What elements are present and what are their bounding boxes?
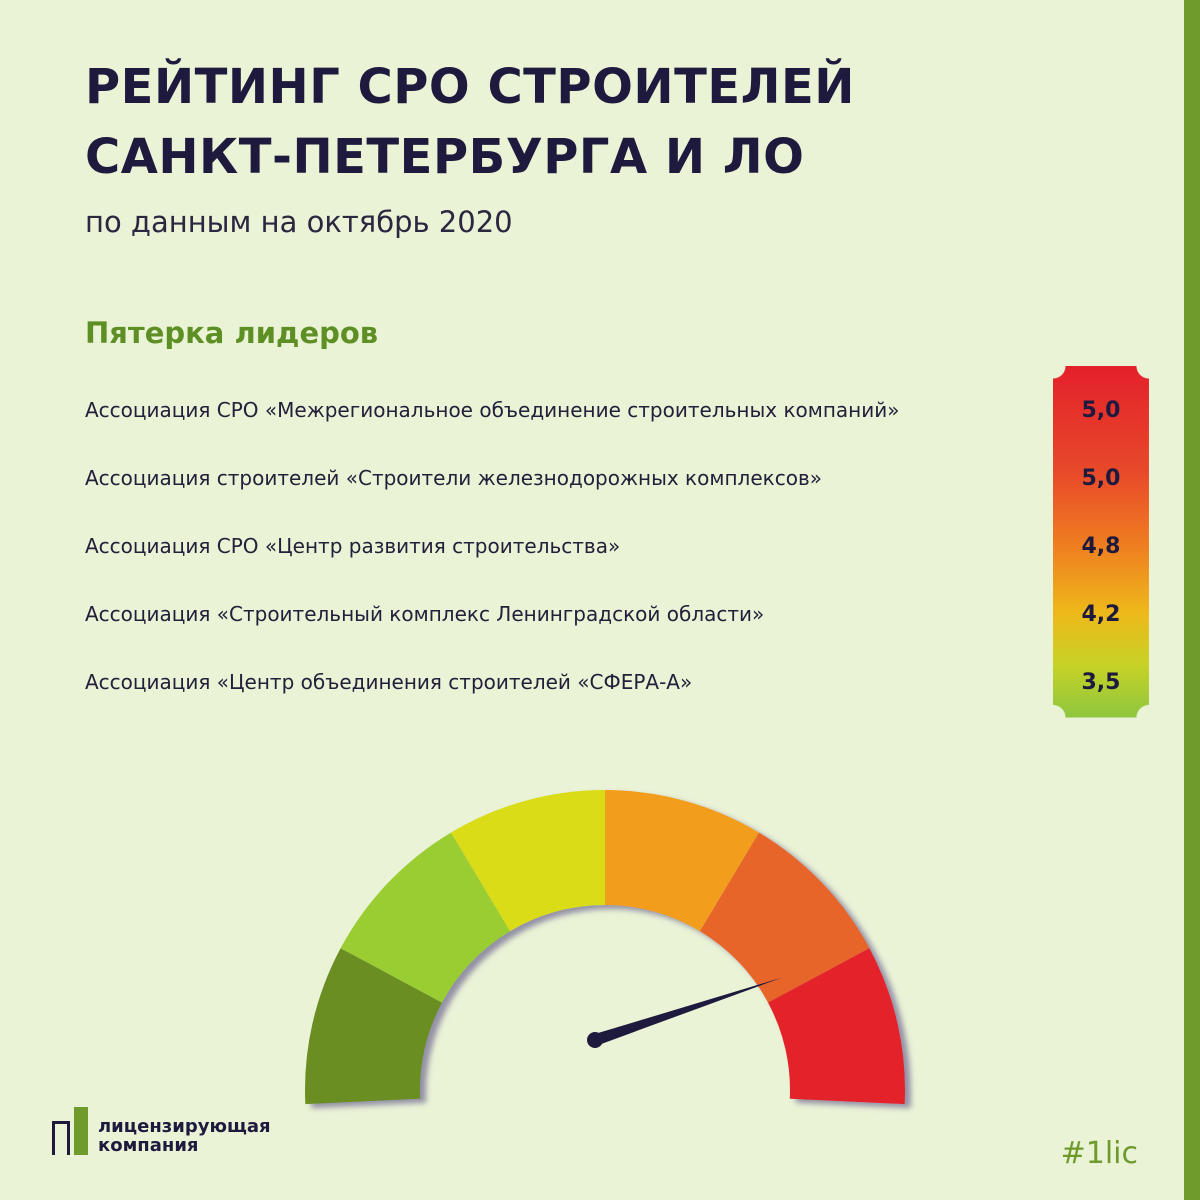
- score-gradient-bar: [1053, 366, 1149, 718]
- gauge-segment-5: [700, 832, 870, 1003]
- score-value-2: 5,0: [1081, 465, 1121, 491]
- logo-line-1: лицензирующая: [98, 1116, 271, 1137]
- logo-line-2: компания: [98, 1135, 199, 1156]
- title-line-1: РЕЙТИНГ СРО СТРОИТЕЛЕЙ: [85, 59, 855, 115]
- rating-row-5: Ассоциация «Центр объединения строителей…: [85, 670, 693, 694]
- rating-row-4: Ассоциация «Строительный комплекс Ленинг…: [85, 602, 765, 626]
- title-line-2: САНКТ-ПЕТЕРБУРГА И ЛО: [85, 129, 805, 185]
- rating-list: Ассоциация СРО «Межрегиональное объедине…: [85, 376, 1045, 716]
- page-subtitle: по данным на октябрь 2020: [85, 205, 513, 239]
- company-logo: лицензирующая компания: [52, 1105, 282, 1160]
- gauge-needle-hub: [587, 1032, 603, 1048]
- gauge-segment-4: [605, 790, 760, 932]
- score-value-5: 3,5: [1081, 669, 1121, 695]
- logo-mark-icon: [52, 1107, 88, 1155]
- hashtag: #1lic: [1060, 1136, 1138, 1171]
- gauge-segment-2: [340, 832, 510, 1003]
- score-value-1: 5,0: [1081, 397, 1121, 423]
- section-title: Пятерка лидеров: [85, 316, 379, 350]
- rating-row-2: Ассоциация строителей «Строители железно…: [85, 466, 822, 490]
- rating-row-1: Ассоциация СРО «Межрегиональное объедине…: [85, 398, 900, 422]
- gauge-needle: [591, 977, 783, 1046]
- gauge-segment-1: [305, 948, 442, 1105]
- right-accent-stripe: [1184, 0, 1200, 1200]
- score-value-4: 4,2: [1081, 601, 1121, 627]
- score-values: 5,0 5,0 4,8 4,2 3,5: [1053, 376, 1149, 716]
- gauge-segment-6: [768, 948, 906, 1105]
- score-value-3: 4,8: [1081, 533, 1121, 559]
- rating-row-3: Ассоциация СРО «Центр развития строитель…: [85, 534, 621, 558]
- page-title: РЕЙТИНГ СРО СТРОИТЕЛЕЙ САНКТ-ПЕТЕРБУРГА …: [85, 52, 855, 192]
- gauge-segment-3: [450, 790, 605, 932]
- rating-gauge: [305, 790, 906, 1105]
- logo-text: лицензирующая компания: [98, 1117, 271, 1155]
